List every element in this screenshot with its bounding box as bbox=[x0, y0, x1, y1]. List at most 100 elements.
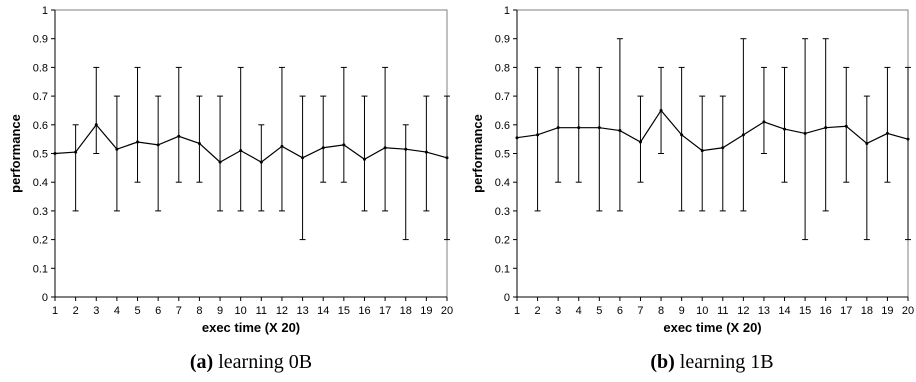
x-tick-label: 9 bbox=[217, 305, 223, 317]
y-tick-label: 0 bbox=[42, 292, 48, 304]
y-tick-label: 1 bbox=[504, 5, 510, 17]
x-tick-label: 7 bbox=[637, 305, 643, 317]
y-tick-label: 0.9 bbox=[33, 34, 48, 46]
data-point bbox=[762, 120, 766, 124]
x-tick-label: 20 bbox=[902, 305, 914, 317]
plot-area bbox=[516, 9, 909, 298]
data-point bbox=[136, 140, 140, 144]
x-tick-label: 5 bbox=[596, 305, 602, 317]
y-tick-label: 0.1 bbox=[33, 263, 48, 275]
data-point bbox=[115, 147, 119, 151]
data-point bbox=[218, 160, 222, 164]
data-point bbox=[239, 149, 243, 153]
data-point bbox=[321, 146, 325, 150]
x-tick-label: 14 bbox=[778, 305, 790, 317]
data-point bbox=[383, 146, 387, 150]
y-tick-label: 0.7 bbox=[33, 91, 48, 103]
x-tick-label: 19 bbox=[420, 305, 432, 317]
chart-caption: (a) learning 0B bbox=[190, 351, 312, 373]
data-point bbox=[721, 146, 725, 150]
y-tick-label: 0.4 bbox=[33, 177, 48, 189]
data-point bbox=[906, 137, 910, 141]
data-point bbox=[741, 133, 745, 137]
data-point bbox=[865, 141, 869, 145]
data-point bbox=[680, 133, 684, 137]
y-tick-label: 0.5 bbox=[33, 149, 48, 161]
x-tick-label: 8 bbox=[196, 305, 202, 317]
x-tick-label: 15 bbox=[338, 305, 350, 317]
x-tick-label: 2 bbox=[73, 305, 79, 317]
data-point bbox=[618, 129, 622, 133]
y-tick-label: 0.6 bbox=[33, 120, 48, 132]
x-tick-label: 7 bbox=[176, 305, 182, 317]
x-tick-label: 10 bbox=[235, 305, 247, 317]
y-axis-title: performance bbox=[8, 114, 23, 193]
x-tick-label: 5 bbox=[134, 305, 140, 317]
data-point bbox=[74, 150, 78, 154]
x-tick-label: 3 bbox=[555, 305, 561, 317]
x-tick-label: 20 bbox=[441, 305, 453, 317]
data-point bbox=[156, 143, 160, 147]
x-tick-label: 18 bbox=[861, 305, 873, 317]
y-tick-label: 0.7 bbox=[495, 91, 510, 103]
data-point bbox=[445, 156, 449, 160]
x-tick-label: 2 bbox=[535, 305, 541, 317]
x-tick-label: 17 bbox=[379, 305, 391, 317]
chart-a: 00.10.20.30.40.50.60.70.80.911 2 3 4 5 6 7 8 9 10… bbox=[8, 5, 453, 373]
y-tick-label: 0.1 bbox=[495, 263, 510, 275]
x-tick-label: 11 bbox=[256, 305, 267, 317]
data-point bbox=[197, 141, 201, 145]
y-tick-label: 0.4 bbox=[495, 177, 510, 189]
data-point bbox=[515, 136, 519, 140]
caption-letter: (b) bbox=[650, 351, 674, 373]
data-point bbox=[536, 133, 540, 137]
y-tick-label: 0.3 bbox=[33, 206, 48, 218]
chart-b: 00.10.20.30.40.50.60.70.80.911 2 3 4 5 6 7 8 9 10… bbox=[470, 5, 914, 373]
x-tick-label: 16 bbox=[820, 305, 832, 317]
data-point bbox=[659, 108, 663, 112]
caption-letter: (a) bbox=[190, 351, 213, 373]
y-tick-label: 0.9 bbox=[495, 34, 510, 46]
x-tick-label: 3 bbox=[93, 305, 99, 317]
data-point bbox=[577, 126, 581, 130]
x-tick-label: 4 bbox=[114, 305, 120, 317]
x-tick-label: 6 bbox=[155, 305, 161, 317]
data-point bbox=[700, 149, 704, 153]
y-axis-title: performance bbox=[470, 114, 485, 193]
x-tick-label: 11 bbox=[717, 305, 728, 317]
chart-caption: (b) learning 1B bbox=[650, 351, 773, 373]
x-tick-label: 12 bbox=[276, 305, 288, 317]
x-tick-label: 14 bbox=[317, 305, 329, 317]
data-point bbox=[177, 134, 181, 138]
data-point bbox=[803, 131, 807, 135]
y-tick-label: 1 bbox=[42, 5, 48, 17]
data-point bbox=[424, 150, 428, 154]
data-point bbox=[844, 124, 848, 128]
data-point bbox=[597, 126, 601, 130]
x-tick-label: 19 bbox=[881, 305, 893, 317]
y-tick-label: 0.3 bbox=[495, 206, 510, 218]
x-tick-label: 8 bbox=[658, 305, 664, 317]
x-axis-title: exec time (X 20) bbox=[202, 320, 300, 335]
x-tick-label: 13 bbox=[758, 305, 770, 317]
data-point bbox=[638, 140, 642, 144]
x-tick-label: 6 bbox=[617, 305, 623, 317]
x-tick-label: 9 bbox=[679, 305, 685, 317]
y-tick-label: 0.2 bbox=[495, 235, 510, 247]
x-tick-label: 18 bbox=[400, 305, 412, 317]
series-line bbox=[516, 109, 909, 152]
data-point bbox=[556, 126, 560, 130]
caption-text: learning 1B bbox=[675, 351, 774, 373]
x-tick-label: 13 bbox=[296, 305, 308, 317]
data-point bbox=[824, 126, 828, 130]
y-tick-label: 0.8 bbox=[33, 62, 48, 74]
data-point bbox=[94, 123, 98, 127]
x-tick-label: 16 bbox=[358, 305, 370, 317]
series-line bbox=[54, 123, 448, 163]
data-point bbox=[885, 131, 889, 135]
y-tick-label: 0.8 bbox=[495, 62, 510, 74]
plot-area bbox=[54, 9, 448, 298]
x-tick-label: 17 bbox=[840, 305, 852, 317]
x-tick-label: 10 bbox=[696, 305, 708, 317]
